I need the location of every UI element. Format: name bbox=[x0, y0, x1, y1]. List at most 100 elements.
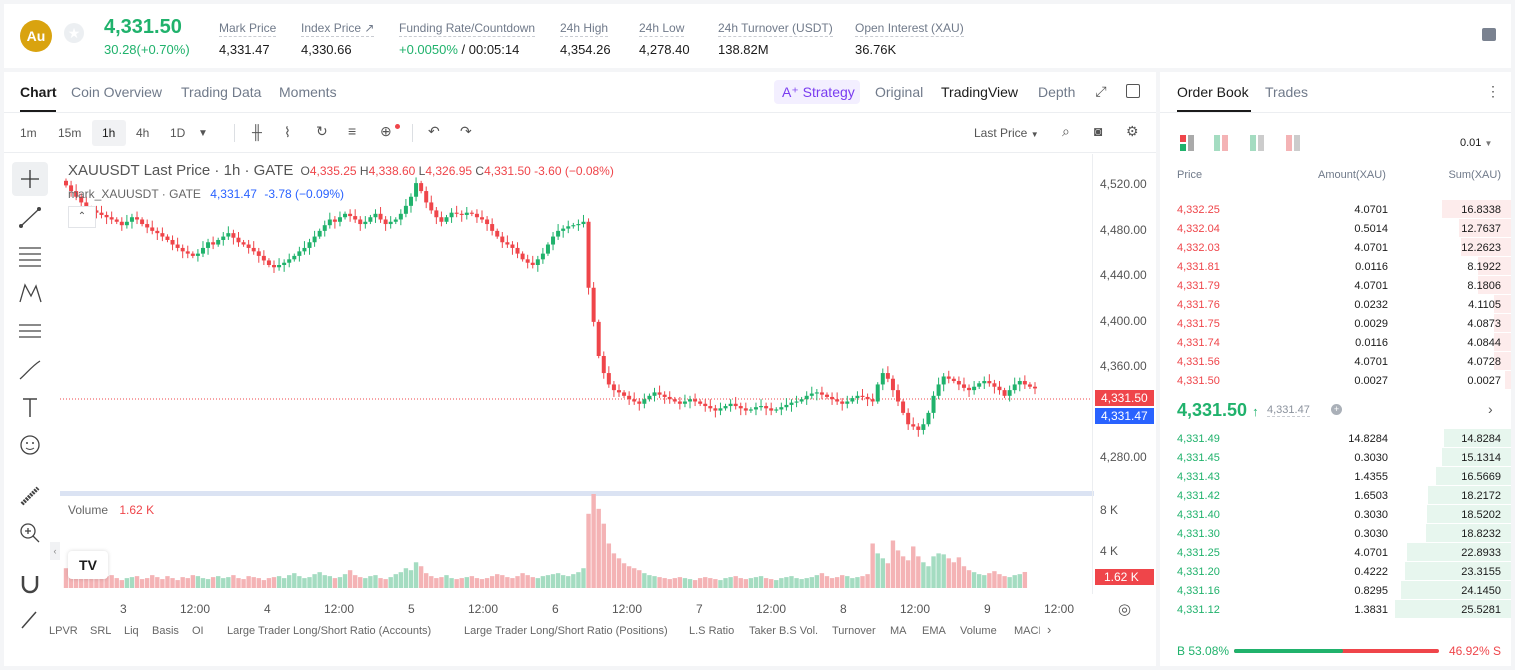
indicator-ema[interactable]: EMA bbox=[922, 625, 946, 637]
crosshair-icon[interactable] bbox=[12, 162, 48, 196]
bid-row[interactable]: 4,331.20 0.4222 23.3155 bbox=[1160, 562, 1511, 581]
price-type-select[interactable]: Last Price ▼ bbox=[974, 126, 1039, 140]
view-original[interactable]: Original bbox=[875, 84, 924, 100]
collapse-toolbar-icon[interactable]: ‹ bbox=[50, 542, 60, 560]
fib-icon[interactable] bbox=[12, 314, 48, 348]
replay-icon[interactable]: ↻ bbox=[316, 123, 328, 139]
bid-row[interactable]: 4,331.40 0.3030 18.5202 bbox=[1160, 505, 1511, 524]
indicator-ls-positions[interactable]: Large Trader Long/Short Ratio (Positions… bbox=[464, 625, 668, 637]
zoom-in-icon[interactable] bbox=[12, 516, 48, 550]
gear-icon[interactable]: ⚙ bbox=[1126, 123, 1139, 139]
stat-mark-price[interactable]: Mark Price 4,331.47 bbox=[219, 21, 277, 57]
tab-chart[interactable]: Chart bbox=[20, 84, 57, 100]
tab-coin-overview[interactable]: Coin Overview bbox=[71, 84, 163, 100]
bid-row[interactable]: 4,331.30 0.3030 18.8232 bbox=[1160, 524, 1511, 543]
sell-view-icon[interactable] bbox=[1286, 135, 1302, 151]
chevron-down-icon[interactable]: ▼ bbox=[198, 128, 208, 139]
volume-bar bbox=[997, 574, 1002, 588]
ask-row[interactable]: 4,331.76 0.0232 4.1105 bbox=[1160, 295, 1511, 314]
volume-bar bbox=[966, 570, 972, 588]
bid-row[interactable]: 4,331.49 14.8284 14.8284 bbox=[1160, 429, 1511, 448]
favorite-star-icon[interactable]: ★ bbox=[64, 23, 84, 43]
candle-body bbox=[444, 217, 449, 222]
ask-row[interactable]: 4,331.81 0.0116 8.1922 bbox=[1160, 257, 1511, 276]
interval-15m[interactable]: 15m bbox=[58, 126, 82, 140]
stat-funding-rate[interactable]: Funding Rate/Countdown +0.0050% / 00:05:1… bbox=[399, 21, 536, 57]
more-icon[interactable]: ⋮ bbox=[1486, 83, 1500, 99]
window-icon[interactable] bbox=[1126, 84, 1140, 98]
chevron-right-icon[interactable]: › bbox=[1047, 622, 1052, 637]
template-icon[interactable]: ≡ bbox=[348, 123, 357, 139]
ask-row[interactable]: 4,331.75 0.0029 4.0873 bbox=[1160, 314, 1511, 333]
bid-row[interactable]: 4,331.25 4.0701 22.8933 bbox=[1160, 543, 1511, 562]
tradingview-logo[interactable]: TV bbox=[68, 551, 108, 579]
ask-row[interactable]: 4,331.50 0.0027 0.0027 bbox=[1160, 371, 1511, 390]
both-sides-view-icon[interactable] bbox=[1180, 135, 1196, 151]
bid-row[interactable]: 4,331.45 0.3030 15.1314 bbox=[1160, 448, 1511, 467]
indicator-ls-accounts[interactable]: Large Trader Long/Short Ratio (Accounts) bbox=[227, 625, 432, 637]
indicator-ls-ratio[interactable]: L.S Ratio bbox=[689, 625, 735, 637]
buy-view-icon[interactable] bbox=[1250, 135, 1266, 151]
pencil-icon[interactable] bbox=[12, 604, 48, 632]
camera-icon[interactable]: ◙ bbox=[1094, 123, 1103, 139]
indicator-ma[interactable]: MA bbox=[890, 625, 907, 637]
indicator-srl[interactable]: SRL bbox=[90, 625, 112, 637]
candle-type-icon[interactable]: ╫ bbox=[252, 124, 262, 140]
ask-row[interactable]: 4,331.79 4.0701 8.1806 bbox=[1160, 276, 1511, 295]
redo-icon[interactable]: ↷ bbox=[460, 123, 472, 139]
settings-circle-icon[interactable]: ◎ bbox=[1118, 601, 1132, 618]
bid-row[interactable]: 4,331.43 1.4355 16.5669 bbox=[1160, 467, 1511, 486]
interval-1d[interactable]: 1D bbox=[170, 126, 186, 140]
ask-row[interactable]: 4,331.56 4.0701 4.0728 bbox=[1160, 352, 1511, 371]
bid-row[interactable]: 4,331.16 0.8295 24.1450 bbox=[1160, 581, 1511, 600]
pattern-icon[interactable] bbox=[12, 276, 48, 310]
view-depth[interactable]: Depth bbox=[1038, 84, 1076, 100]
indicator-taker-vol[interactable]: Taker B.S Vol. bbox=[749, 625, 819, 637]
indicator-liq[interactable]: Liq bbox=[124, 625, 139, 637]
view-tradingview[interactable]: TradingView bbox=[941, 84, 1019, 100]
interval-1m[interactable]: 1m bbox=[20, 126, 37, 140]
interval-4h[interactable]: 4h bbox=[136, 126, 150, 140]
indicator-oi[interactable]: OI bbox=[192, 625, 204, 637]
collapse-legend-icon[interactable]: ⌃ bbox=[68, 206, 96, 228]
indicator-macd[interactable]: MACD bbox=[1014, 625, 1040, 637]
brush-icon[interactable] bbox=[12, 352, 48, 386]
mid-price[interactable]: 4,331.50 ↑ bbox=[1177, 400, 1259, 420]
info-icon[interactable]: + bbox=[1331, 404, 1342, 415]
ask-row[interactable]: 4,331.74 0.0116 4.0844 bbox=[1160, 333, 1511, 352]
magnet-icon[interactable] bbox=[12, 566, 48, 600]
indicator-turnover[interactable]: Turnover bbox=[832, 625, 876, 637]
expand-icon[interactable]: ⤢ bbox=[1095, 83, 1107, 99]
ask-row[interactable]: 4,332.25 4.0701 16.8338 bbox=[1160, 200, 1511, 219]
indicator-lpvr[interactable]: LPVR bbox=[49, 625, 78, 637]
horizontal-lines-icon[interactable] bbox=[12, 238, 48, 272]
indicator-volume[interactable]: Volume bbox=[960, 625, 997, 637]
ask-row[interactable]: 4,332.04 0.5014 12.7637 bbox=[1160, 219, 1511, 238]
tab-moments[interactable]: Moments bbox=[279, 84, 337, 100]
bids-view-icon[interactable] bbox=[1214, 135, 1230, 151]
chevron-right-icon[interactable]: › bbox=[1488, 401, 1493, 417]
undo-icon[interactable]: ↶ bbox=[428, 123, 440, 139]
candle-body bbox=[155, 230, 160, 234]
ask-row[interactable]: 4,332.03 4.0701 12.2623 bbox=[1160, 238, 1511, 257]
tab-trades[interactable]: Trades bbox=[1265, 84, 1309, 100]
stat-index-price[interactable]: Index Price ↗ 4,330.66 bbox=[301, 21, 375, 57]
strategy-button[interactable]: A⁺ Strategy bbox=[774, 80, 860, 104]
bid-row[interactable]: 4,331.42 1.6503 18.2172 bbox=[1160, 486, 1511, 505]
tab-order-book[interactable]: Order Book bbox=[1177, 84, 1249, 100]
pane-separator[interactable] bbox=[60, 491, 1094, 496]
add-indicator-icon[interactable]: ⊕ bbox=[380, 123, 392, 139]
ruler-icon[interactable] bbox=[12, 478, 48, 512]
indicator-basis[interactable]: Basis bbox=[152, 625, 179, 637]
trendline-icon[interactable] bbox=[12, 200, 48, 234]
text-icon[interactable] bbox=[12, 390, 48, 424]
search-icon[interactable]: ⌕ bbox=[1062, 123, 1070, 139]
bid-row[interactable]: 4,331.12 1.3831 25.5281 bbox=[1160, 600, 1511, 619]
price-chart[interactable] bbox=[60, 154, 1094, 596]
tab-trading-data[interactable]: Trading Data bbox=[181, 84, 262, 100]
indicators-icon[interactable]: ⌇ bbox=[284, 124, 291, 140]
emoji-icon[interactable] bbox=[12, 428, 48, 462]
book-icon[interactable] bbox=[1482, 28, 1496, 41]
precision-select[interactable]: 0.01 ▼ bbox=[1460, 137, 1493, 149]
interval-1h[interactable]: 1h bbox=[102, 126, 116, 140]
